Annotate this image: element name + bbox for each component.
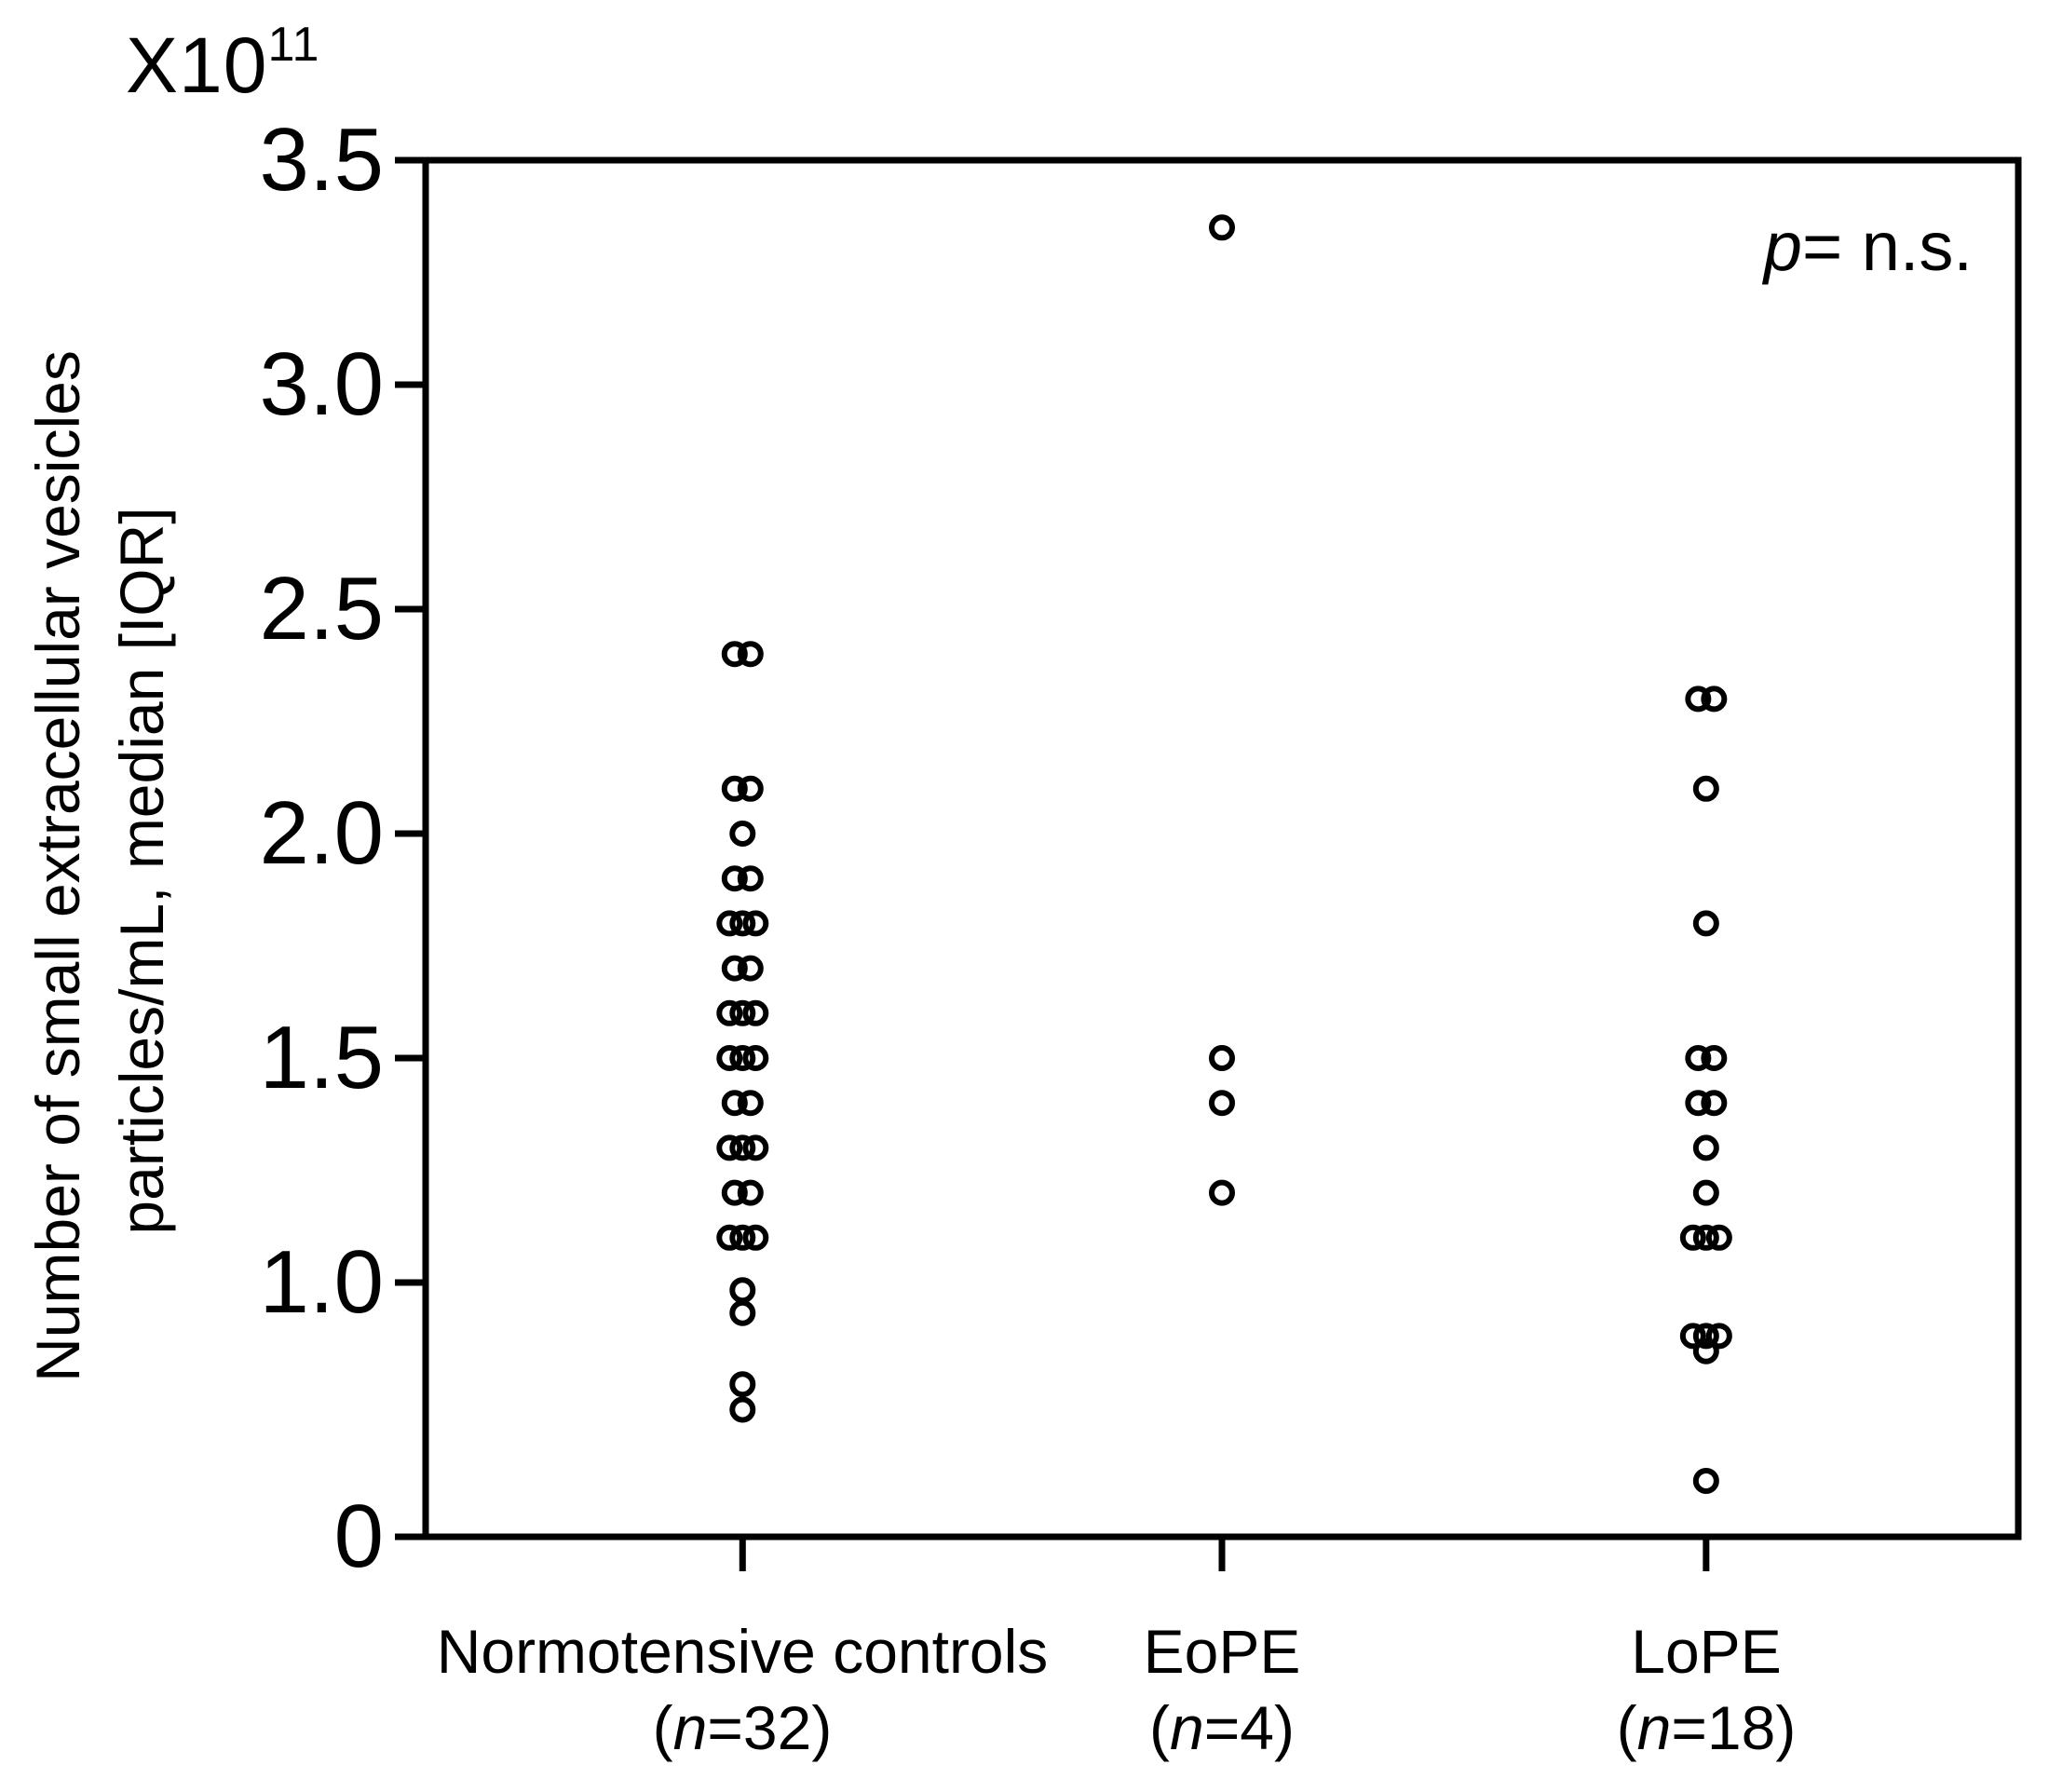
data-point: [1701, 1090, 1728, 1117]
data-point: [742, 1045, 769, 1071]
data-point: [1692, 1134, 1719, 1161]
data-point: [1701, 686, 1728, 713]
data-point: [729, 910, 756, 937]
data-point: [1685, 1090, 1712, 1117]
data-point: [742, 1224, 769, 1251]
data-point: [1209, 214, 1235, 241]
data-point: [721, 775, 748, 802]
data-point: [1679, 1224, 1706, 1251]
data-point: [1705, 1323, 1732, 1350]
data-point: [1692, 1179, 1719, 1206]
data-point: [716, 1045, 743, 1071]
data-point: [1679, 1323, 1706, 1350]
data-point: [729, 1299, 756, 1326]
data-point: [742, 910, 769, 937]
data-point: [1692, 1467, 1719, 1494]
y-tick-label: 3.5: [259, 110, 384, 210]
p-value-annotation: p= n.s.: [1764, 207, 1973, 286]
p-symbol: p: [1763, 208, 1802, 285]
y-tick-label: 0: [333, 1487, 384, 1586]
data-point: [729, 1134, 756, 1161]
y-axis-unit-label: X1011: [126, 17, 319, 111]
x-category-count: (n=4): [1149, 1693, 1295, 1762]
x-category-label: LoPE: [1631, 1617, 1782, 1686]
data-point: [729, 821, 756, 847]
data-point: [1209, 1179, 1235, 1206]
x-category-count: (n=32): [652, 1693, 833, 1762]
data-point: [1685, 686, 1712, 713]
data-point: [1692, 775, 1719, 802]
data-point: [737, 641, 764, 668]
data-point: [737, 775, 764, 802]
data-point: [716, 1224, 743, 1251]
data-point: [716, 1134, 743, 1161]
y-axis-unit-base: X10: [126, 21, 268, 109]
data-point: [716, 999, 743, 1026]
x-category-label: Normotensive controls: [436, 1617, 1049, 1686]
data-point: [1692, 1337, 1719, 1364]
data-point: [737, 865, 764, 892]
data-point: [1701, 1045, 1728, 1071]
data-point: [721, 865, 748, 892]
y-axis-unit-exponent: 11: [267, 18, 320, 72]
data-point: [716, 910, 743, 937]
data-point: [1209, 1090, 1235, 1117]
data-point: [742, 999, 769, 1026]
data-point: [1685, 1045, 1712, 1071]
x-category-eope: EoPE (n=4): [756, 1613, 1688, 1766]
y-tick-label: 2.5: [259, 559, 384, 658]
data-point: [737, 1179, 764, 1206]
data-point: [1692, 1224, 1719, 1251]
data-point: [737, 955, 764, 982]
p-text: = n.s.: [1801, 208, 1973, 285]
plot-frame: [422, 156, 2022, 1541]
data-point: [737, 1090, 764, 1117]
data-point: [1692, 910, 1719, 937]
x-category-lope: LoPE (n=18): [1241, 1613, 2049, 1766]
data-point: [729, 1371, 756, 1398]
data-point: [721, 955, 748, 982]
y-tick-label: 1.5: [259, 1008, 384, 1107]
x-category-normotensive: Normotensive controls (n=32): [277, 1613, 1208, 1766]
data-point: [1209, 1045, 1235, 1071]
data-point: [729, 1045, 756, 1071]
y-tick-label: 3.0: [259, 334, 384, 434]
data-point: [1692, 1323, 1719, 1350]
data-point: [729, 1277, 756, 1304]
data-point: [729, 1396, 756, 1423]
x-category-count: (n=18): [1616, 1693, 1797, 1762]
x-category-label: EoPE: [1143, 1617, 1301, 1686]
data-point: [729, 1224, 756, 1251]
data-point: [721, 641, 748, 668]
data-point: [729, 999, 756, 1026]
data-point: [742, 1134, 769, 1161]
data-point: [1705, 1224, 1732, 1251]
y-tick-label: 1.0: [259, 1232, 384, 1332]
y-tick-label: 2.0: [259, 783, 384, 883]
data-point: [721, 1090, 748, 1117]
data-point: [721, 1179, 748, 1206]
